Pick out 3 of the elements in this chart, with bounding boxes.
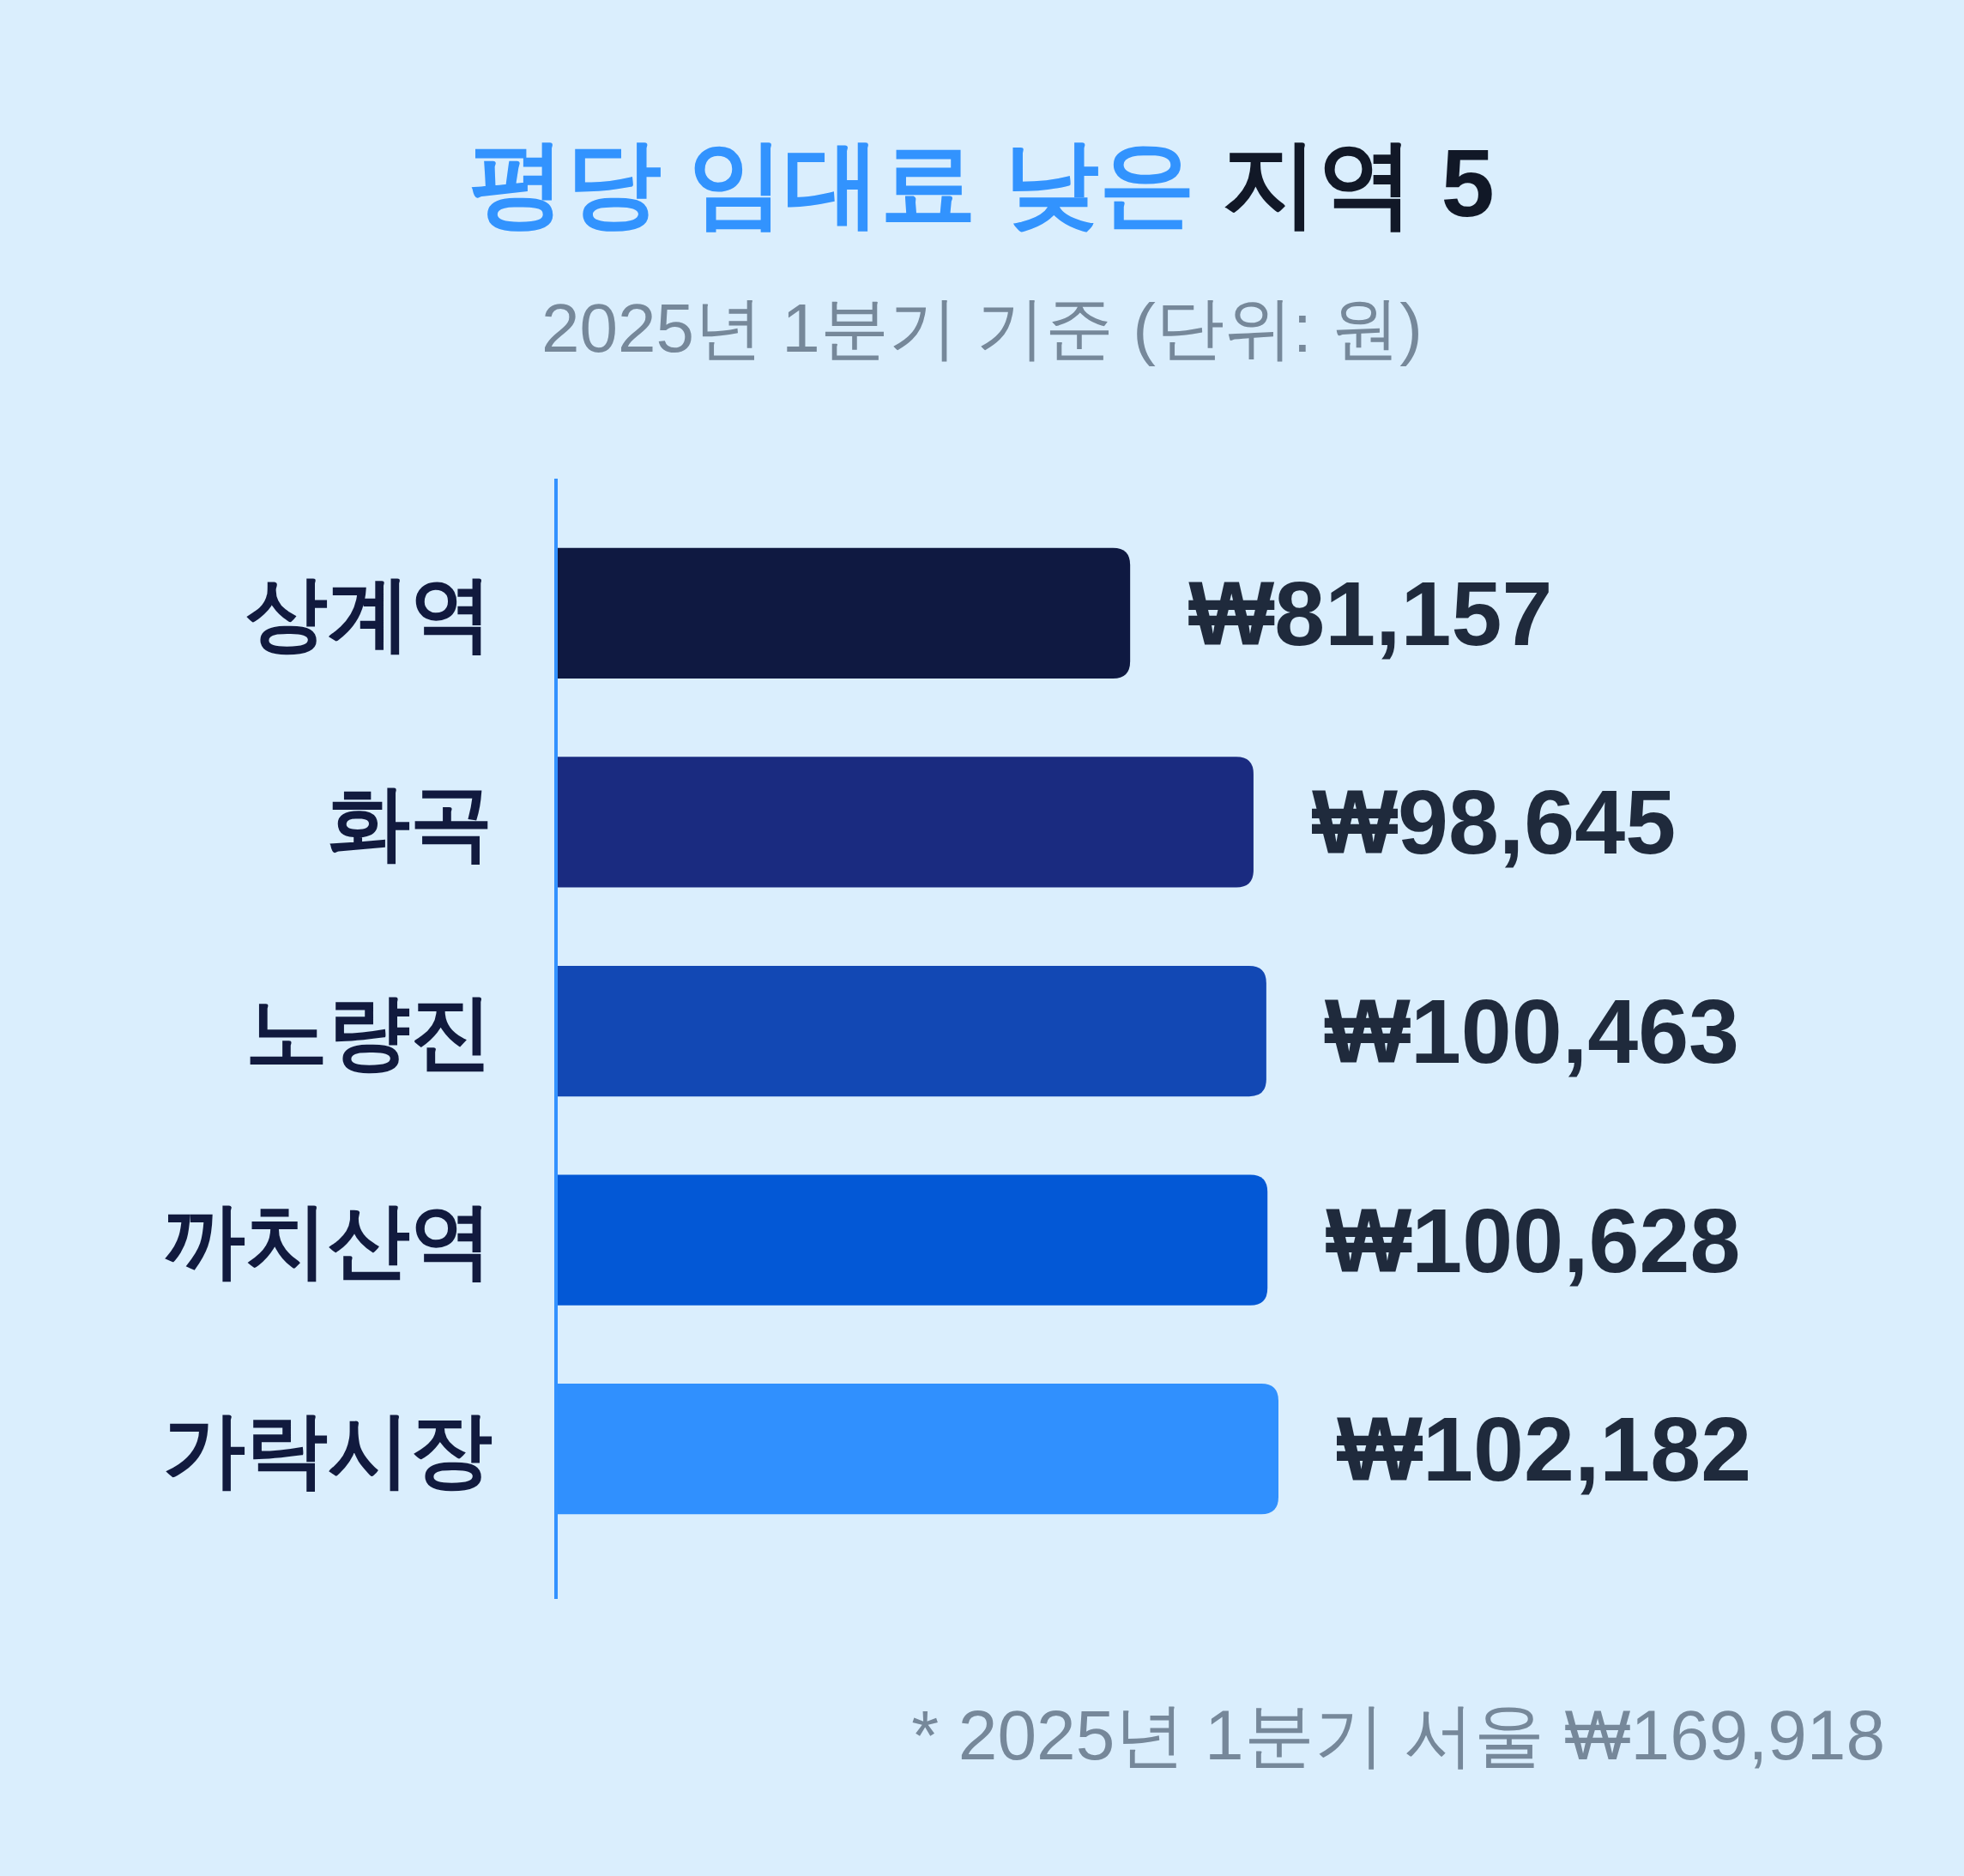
title: 평당 임대료 낮은 지역 5 [469,130,1495,237]
subtitle: 2025년 1분기 기준 (단위: 원) [541,290,1423,366]
annotation: * 2025년 1분기 서울 ₩169,918 [911,1695,1885,1774]
